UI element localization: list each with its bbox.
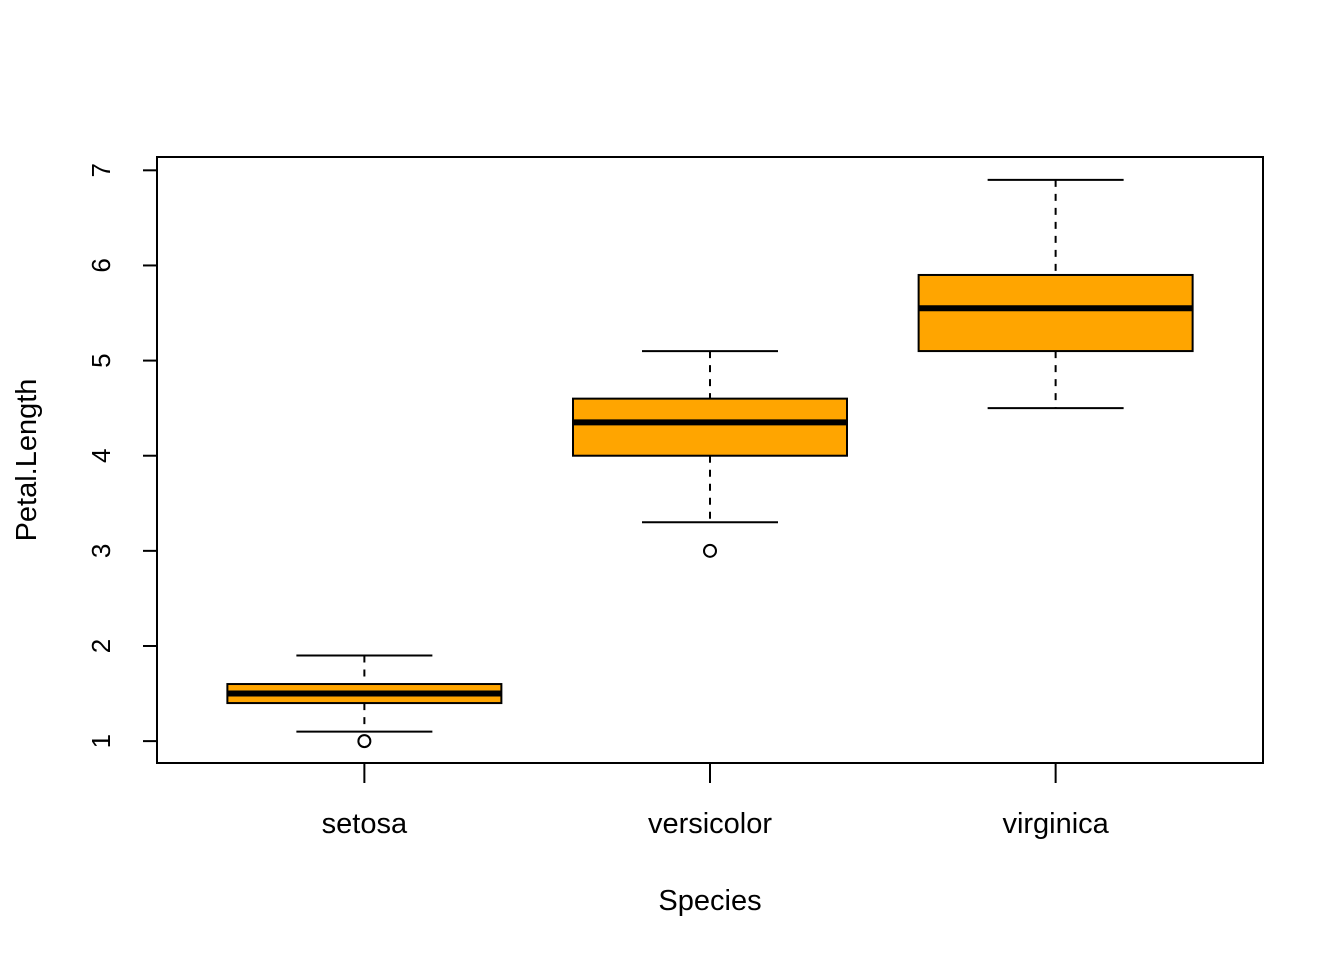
iqr-box — [572, 397, 848, 457]
x-tick-label: virginica — [1002, 808, 1109, 840]
x-tick-label: setosa — [322, 808, 408, 840]
box-virginica — [917, 178, 1194, 410]
y-axis: 1 2 3 4 5 6 7 — [86, 163, 157, 748]
x-tick-label: versicolor — [648, 808, 772, 840]
x-axis-label: Species — [658, 885, 761, 917]
box-versicolor — [572, 350, 848, 558]
iqr-box — [917, 273, 1194, 353]
y-tick-label: 1 — [86, 734, 116, 748]
y-tick-label: 3 — [86, 544, 116, 558]
y-axis-label: Petal.Length — [11, 379, 43, 542]
x-axis: setosa versicolor virginica — [322, 763, 1110, 840]
y-tick-label: 4 — [86, 448, 116, 462]
outlier-point — [703, 543, 717, 558]
y-tick-label: 7 — [86, 163, 116, 177]
y-tick-label: 2 — [86, 639, 116, 653]
y-tick-label: 5 — [86, 353, 116, 367]
y-tick-label: 6 — [86, 258, 116, 272]
box-group — [226, 178, 1194, 749]
outlier-point — [357, 734, 372, 749]
box-setosa — [226, 654, 503, 749]
